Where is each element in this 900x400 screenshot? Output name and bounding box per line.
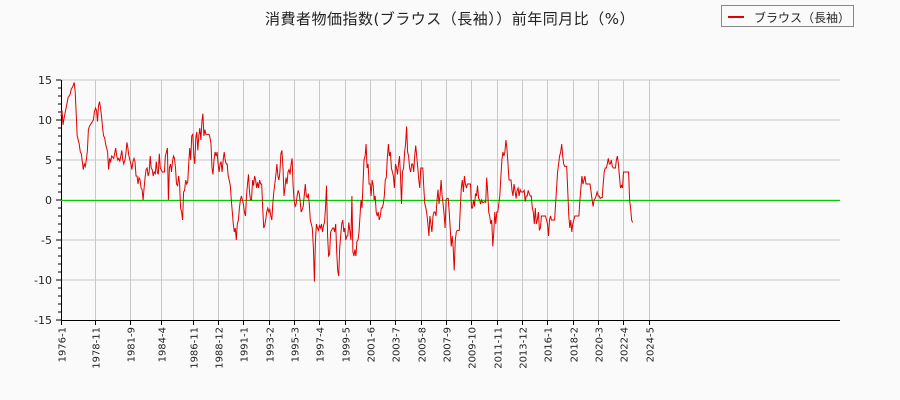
x-tick-label: 2005-8	[418, 327, 429, 362]
x-tick-label: 2007-9	[443, 327, 454, 362]
legend: ブラウス（長袖）	[721, 5, 854, 27]
y-tick-label: 15	[38, 74, 52, 87]
x-tick-label: 2001-6	[367, 327, 378, 362]
x-tick-label: 1978-11	[92, 327, 103, 369]
x-tick-label: 1993-2	[266, 327, 277, 362]
x-tick-label: 2013-12	[519, 327, 530, 369]
x-tick-label: 2003-7	[392, 327, 403, 362]
x-tick-label: 1976-1	[58, 327, 69, 362]
x-tick-label: 1981-9	[127, 327, 138, 362]
legend-label: ブラウス（長袖）	[754, 11, 851, 25]
x-axis: 1976-1 1978-11 1981-9 1984-4 1986-11 1988-12 1…	[58, 320, 840, 369]
x-tick-label: 1988-12	[215, 327, 226, 369]
x-tick-label: 1984-4	[158, 327, 169, 362]
data-line-blouse	[60, 82, 634, 282]
x-tick-label: 2024-5	[646, 327, 657, 362]
x-tick-label: 2011-11	[494, 327, 505, 369]
x-tick-label: 1991-1	[240, 327, 251, 362]
y-tick-label: -15	[34, 314, 52, 327]
x-tick-label: 2018-2	[570, 327, 581, 362]
y-tick-label: -5	[41, 234, 52, 247]
x-tick-label: 2020-3	[595, 327, 606, 362]
x-tick-label: 2022-4	[620, 327, 631, 362]
legend-line-swatch-icon	[728, 16, 744, 18]
y-tick-label: -10	[34, 274, 52, 287]
y-tick-label: 10	[38, 114, 52, 127]
y-axis: 15 10 5 0 -5 -10 -15	[34, 74, 62, 327]
x-tick-label: 1997-4	[316, 327, 327, 362]
x-tick-label: 2009-10	[468, 327, 479, 369]
x-tick-label: 1995-3	[291, 327, 302, 362]
x-tick-label: 2016-1	[544, 327, 555, 362]
chart-title: 消費者物価指数(ブラウス（長袖））前年同月比（%）	[264, 10, 636, 28]
x-tick-label: 1986-11	[190, 327, 201, 369]
x-tick-label: 1999-5	[342, 327, 353, 362]
y-tick-label: 0	[45, 194, 52, 207]
y-tick-label: 5	[45, 154, 52, 167]
